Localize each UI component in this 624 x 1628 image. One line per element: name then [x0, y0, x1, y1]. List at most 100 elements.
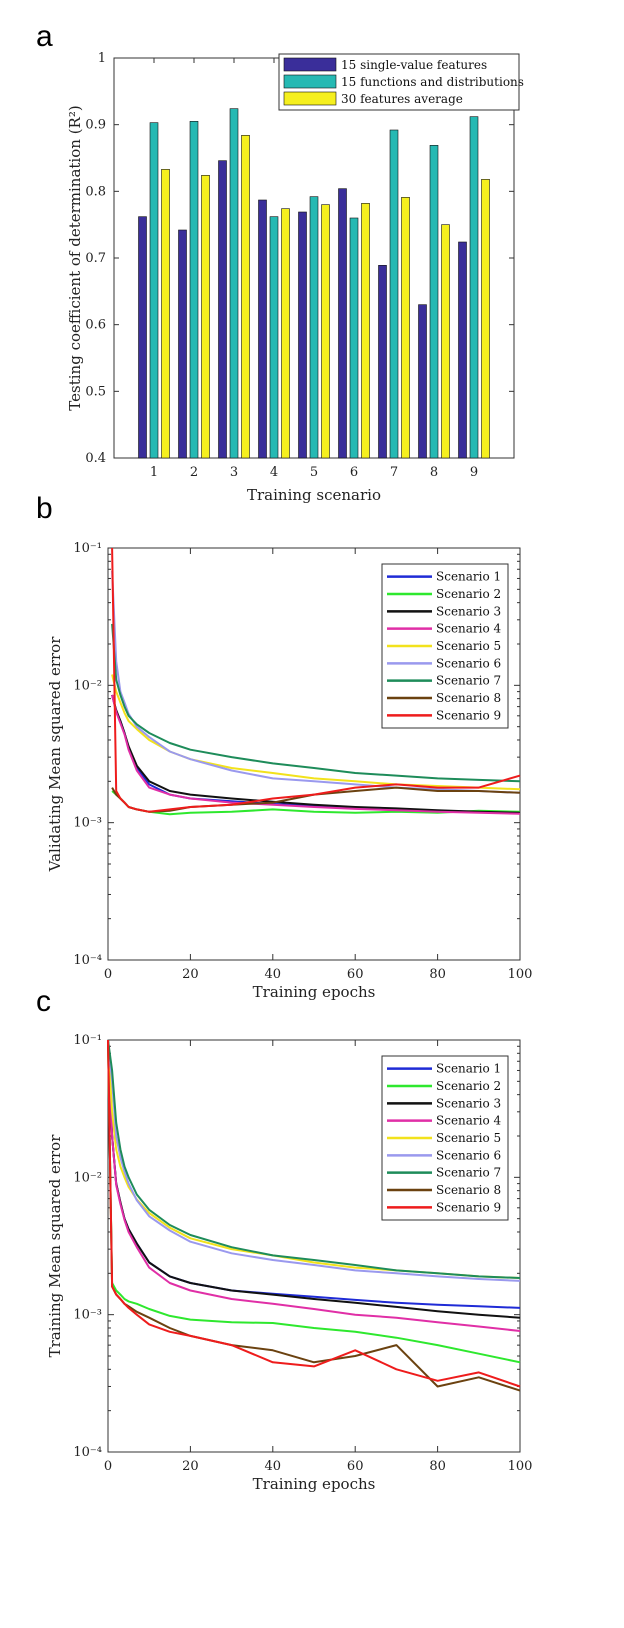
bar: [481, 179, 490, 459]
x-tick-label: 1: [150, 465, 158, 480]
bar: [201, 175, 210, 459]
legend-swatch: [283, 57, 337, 72]
bar: [389, 129, 399, 459]
legend-swatch: [283, 91, 337, 106]
y-tick-label: 0.5: [85, 384, 106, 399]
x-tick-label: 100: [508, 967, 533, 982]
series-line: [107, 1039, 521, 1364]
x-tick-label: 5: [310, 465, 318, 480]
series-line: [111, 623, 521, 783]
legend-entry: Scenario 2: [436, 1079, 501, 1093]
y-tick-label: 1: [98, 51, 106, 66]
x-tick-label: 40: [265, 1459, 282, 1474]
panel-label-c: c: [36, 985, 51, 1018]
x-axis-label: Training epochs: [253, 983, 376, 1001]
x-tick-label: 9: [470, 465, 478, 480]
bar-chart-r2: 0.4 0.5 0.6 0.7 0.8 0.9 1 1 2 3 4 5 6 7 8 9 Training sce…: [66, 51, 524, 504]
x-tick-label: 60: [347, 967, 364, 982]
bar: [361, 203, 370, 459]
legend-entry: 15 single-value features: [341, 58, 487, 72]
y-tick-label: 10⁻¹: [73, 1033, 102, 1048]
legend-entry: Scenario 9: [436, 708, 501, 722]
y-tick-label: 10⁻³: [73, 1308, 102, 1323]
bar: [138, 216, 147, 459]
series-line: [107, 1039, 521, 1279]
series-line: [111, 694, 521, 815]
x-tick-label: 80: [429, 1459, 446, 1474]
bar: [349, 217, 359, 459]
legend-entry: 15 functions and distributions: [341, 75, 524, 89]
x-tick-label: 8: [430, 465, 438, 480]
legend-entry: 30 features average: [341, 92, 463, 106]
y-tick-label: 10⁻²: [73, 1170, 102, 1185]
legend-entry: Scenario 7: [436, 674, 501, 688]
x-tick-label: 40: [265, 967, 282, 982]
series-line: [107, 1039, 521, 1332]
x-tick-label: 6: [350, 465, 358, 480]
legend-swatch: [283, 74, 337, 89]
legend-entry: Scenario 7: [436, 1166, 501, 1180]
bar: [321, 204, 330, 459]
bar: [429, 145, 439, 459]
x-axis-label: Training scenario: [247, 486, 381, 504]
y-axis-label: Testing coefficient of determination (R²…: [66, 105, 84, 410]
bar: [189, 121, 199, 459]
legend-entry: Scenario 4: [436, 1114, 502, 1128]
bar: [469, 116, 479, 459]
y-tick-label: 10⁻⁴: [73, 953, 102, 968]
bar: [458, 241, 467, 459]
bar: [161, 169, 170, 459]
legend-entry: Scenario 4: [436, 622, 502, 636]
x-tick-label: 2: [190, 465, 198, 480]
y-tick-label: 0.6: [85, 318, 106, 333]
bar: [338, 188, 347, 459]
x-tick-label: 7: [390, 465, 398, 480]
series-line: [111, 547, 521, 813]
x-axis-label: Training epochs: [253, 1475, 376, 1493]
bar: [378, 265, 387, 459]
x-tick-label: 0: [104, 1459, 112, 1474]
legend-entry: Scenario 5: [436, 1131, 501, 1145]
legend-entry: Scenario 1: [436, 1062, 501, 1076]
legend-entry: Scenario 3: [436, 1096, 501, 1110]
y-axis-label: Validating Mean squared error: [46, 636, 64, 873]
bar: [269, 216, 279, 459]
x-tick-label: 4: [270, 465, 278, 480]
line-chart-training-mse: 10⁻⁴ 10⁻³ 10⁻² 10⁻¹ 0 20 40 60 80 100 Training epo…: [46, 1033, 533, 1493]
panel-label-b: b: [36, 492, 53, 525]
y-axis-label: Training Mean squared error: [46, 1134, 64, 1358]
bar: [178, 229, 187, 459]
bar: [401, 197, 410, 459]
legend-entry: Scenario 9: [436, 1200, 501, 1214]
x-tick-label: 100: [508, 1459, 533, 1474]
x-tick-label: 0: [104, 967, 112, 982]
legend-entry: Scenario 8: [436, 691, 501, 705]
x-tick-label: 20: [182, 1459, 199, 1474]
y-tick-label: 10⁻¹: [73, 541, 102, 556]
legend-entry: Scenario 3: [436, 604, 501, 618]
y-tick-label: 0.8: [85, 184, 106, 199]
y-tick-label: 0.9: [85, 118, 106, 133]
legend-entry: Scenario 6: [436, 1148, 501, 1162]
x-tick-label: 80: [429, 967, 446, 982]
bar: [418, 304, 427, 459]
series-line: [107, 1039, 521, 1388]
panel-label-a: a: [36, 20, 53, 53]
legend-entry: Scenario 2: [436, 587, 501, 601]
x-tick-label: 60: [347, 1459, 364, 1474]
legend-entry: Scenario 5: [436, 639, 501, 653]
y-tick-label: 10⁻³: [73, 816, 102, 831]
bar: [229, 108, 239, 459]
bar: [281, 208, 290, 459]
bar: [241, 135, 250, 459]
bar: [441, 224, 450, 459]
bar: [258, 199, 267, 459]
bar: [218, 160, 227, 459]
y-tick-label: 10⁻²: [73, 678, 102, 693]
y-tick-label: 0.4: [85, 451, 106, 466]
x-tick-label: 3: [230, 465, 238, 480]
y-tick-label: 10⁻⁴: [73, 1445, 102, 1460]
series-line: [107, 1039, 521, 1282]
legend-entry: Scenario 8: [436, 1183, 501, 1197]
legend-entry: Scenario 1: [436, 570, 501, 584]
